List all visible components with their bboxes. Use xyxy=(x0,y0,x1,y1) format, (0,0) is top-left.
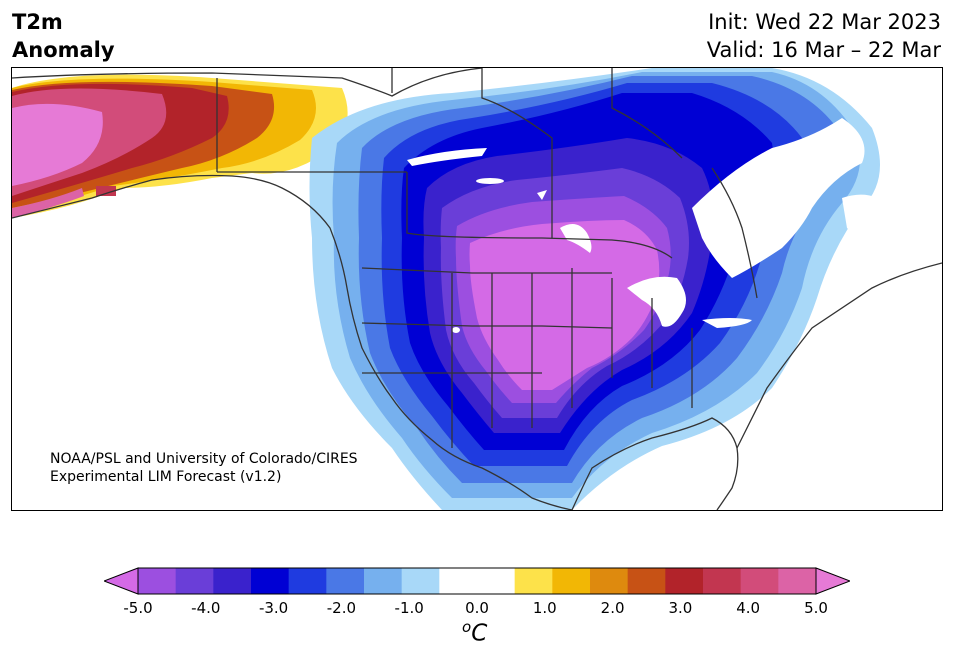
colorbar-segment xyxy=(778,568,817,594)
colorbar-segment xyxy=(251,568,290,594)
title-line-1: T2m xyxy=(12,10,63,34)
colorbar-segment xyxy=(514,568,553,594)
colorbar-frame xyxy=(137,567,817,595)
colorbar-segment xyxy=(288,568,327,594)
colorbar-segment xyxy=(703,568,742,594)
date-block: Init: Wed 22 Mar 2023 Valid: 16 Mar – 22… xyxy=(707,8,941,64)
colorbar-tick-label: -4.0 xyxy=(191,599,221,617)
credit-text: NOAA/PSL and University of Colorado/CIRE… xyxy=(50,450,358,486)
colorbar-tick-label: 4.0 xyxy=(736,599,761,617)
borders xyxy=(12,68,942,510)
colorbar-segment xyxy=(439,568,478,594)
units-degree: o xyxy=(462,618,472,636)
colorbar-segment xyxy=(213,568,252,594)
colorbar-extend-high xyxy=(815,567,852,595)
colorbar-tick-label: 3.0 xyxy=(668,599,693,617)
colorbar-tick-label: 0.0 xyxy=(465,599,489,617)
colorbar-tick-label: 5.0 xyxy=(804,599,828,617)
colorbar-tick-label: -3.0 xyxy=(258,599,289,617)
colorbar-extend-low xyxy=(102,567,139,595)
init-date: Init: Wed 22 Mar 2023 xyxy=(708,10,941,34)
valid-range: Valid: 16 Mar – 22 Mar xyxy=(706,38,941,62)
title-line-2: Anomaly xyxy=(12,38,115,62)
colorbar-segment xyxy=(364,568,403,594)
units-letter: C xyxy=(471,620,488,647)
colorbar-segment xyxy=(590,568,629,594)
map-svg xyxy=(12,68,942,510)
colorbar-segment xyxy=(627,568,666,594)
lakes xyxy=(407,118,896,333)
colorbar-segment xyxy=(740,568,779,594)
colorbar-tick-label: 2.0 xyxy=(600,599,625,617)
colorbar-svg xyxy=(102,567,852,595)
cold-anomaly-bands xyxy=(309,68,880,510)
colorbar-tick-label: -1.0 xyxy=(394,599,424,617)
colorbar-tick-label: -5.0 xyxy=(123,599,153,617)
colorbar-tick-label: 1.0 xyxy=(532,599,557,617)
title-block: T2m Anomaly xyxy=(12,8,115,64)
units-label: oC xyxy=(462,618,487,647)
credit-line-2: Experimental LIM Forecast (v1.2) xyxy=(50,469,282,485)
colorbar-segment xyxy=(552,568,591,594)
colorbar-tick-label: -2.0 xyxy=(326,599,357,617)
colorbar-segment xyxy=(326,568,365,594)
warm-anomaly-alaska xyxy=(12,74,348,219)
credit-line-1: NOAA/PSL and University of Colorado/CIRE… xyxy=(50,451,358,467)
colorbar-segment xyxy=(138,568,177,594)
colorbar-segment xyxy=(665,568,704,594)
colorbar-segment xyxy=(175,568,214,594)
colorbar-segment xyxy=(401,568,440,594)
colorbar xyxy=(102,565,852,601)
colorbar-segment xyxy=(477,568,516,594)
anomaly-map: NOAA/PSL and University of Colorado/CIRE… xyxy=(11,67,943,511)
